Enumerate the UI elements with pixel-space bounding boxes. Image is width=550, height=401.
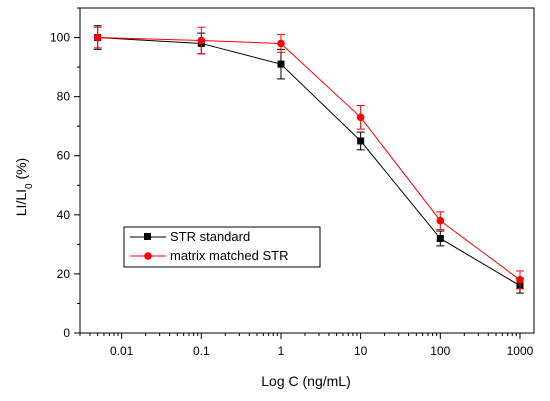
data-point [357, 137, 365, 145]
y-axis: 0 20 40 60 80 100 [50, 7, 80, 340]
y-tick-label: 60 [57, 149, 71, 163]
y-tick-label: 20 [57, 267, 71, 281]
data-point [277, 60, 285, 68]
series-matrix-matched-str [93, 26, 524, 290]
data-point [197, 36, 206, 45]
data-point [436, 234, 444, 242]
x-tick-label: 0.01 [110, 344, 134, 358]
data-point [516, 276, 524, 284]
legend-marker-matrix-matched [144, 252, 152, 260]
y-axis-title-main: LI/LI [13, 189, 29, 216]
y-axis-title-subscript: 0 [24, 183, 35, 189]
data-point [436, 216, 445, 225]
data-point [277, 39, 285, 48]
x-tick-label: 0.1 [193, 344, 210, 358]
x-axis: 0.01 0.1 1 10 100 1000 [79, 333, 534, 358]
legend-marker-str-standard [144, 233, 151, 240]
x-tick-label: 10 [354, 344, 368, 358]
legend: STR standard matrix matched STR [123, 226, 321, 268]
y-axis-title-suffix: (%) [13, 158, 29, 184]
legend-label-str-standard: STR standard [170, 229, 250, 244]
legend-label-matrix-matched: matrix matched STR [170, 248, 288, 263]
plot-area [79, 7, 535, 334]
y-tick-label: 40 [57, 208, 71, 222]
x-tick-label: 1000 [507, 344, 534, 358]
plot-frame [79, 7, 535, 334]
y-tick-label: 0 [63, 326, 70, 340]
x-axis-title: Log C (ng/mL) [261, 373, 350, 389]
legend-box [123, 226, 321, 268]
x-tick-label: 100 [430, 344, 450, 358]
series-line [97, 37, 521, 281]
series-layer [93, 25, 524, 294]
data-point [356, 113, 365, 122]
y-tick-label: 100 [50, 31, 70, 45]
y-axis-title: LI/LI0 (%) [13, 158, 35, 216]
y-tick-label: 80 [57, 90, 71, 104]
series-line [97, 37, 521, 287]
data-point [93, 33, 102, 42]
x-tick-label: 1 [278, 344, 285, 358]
